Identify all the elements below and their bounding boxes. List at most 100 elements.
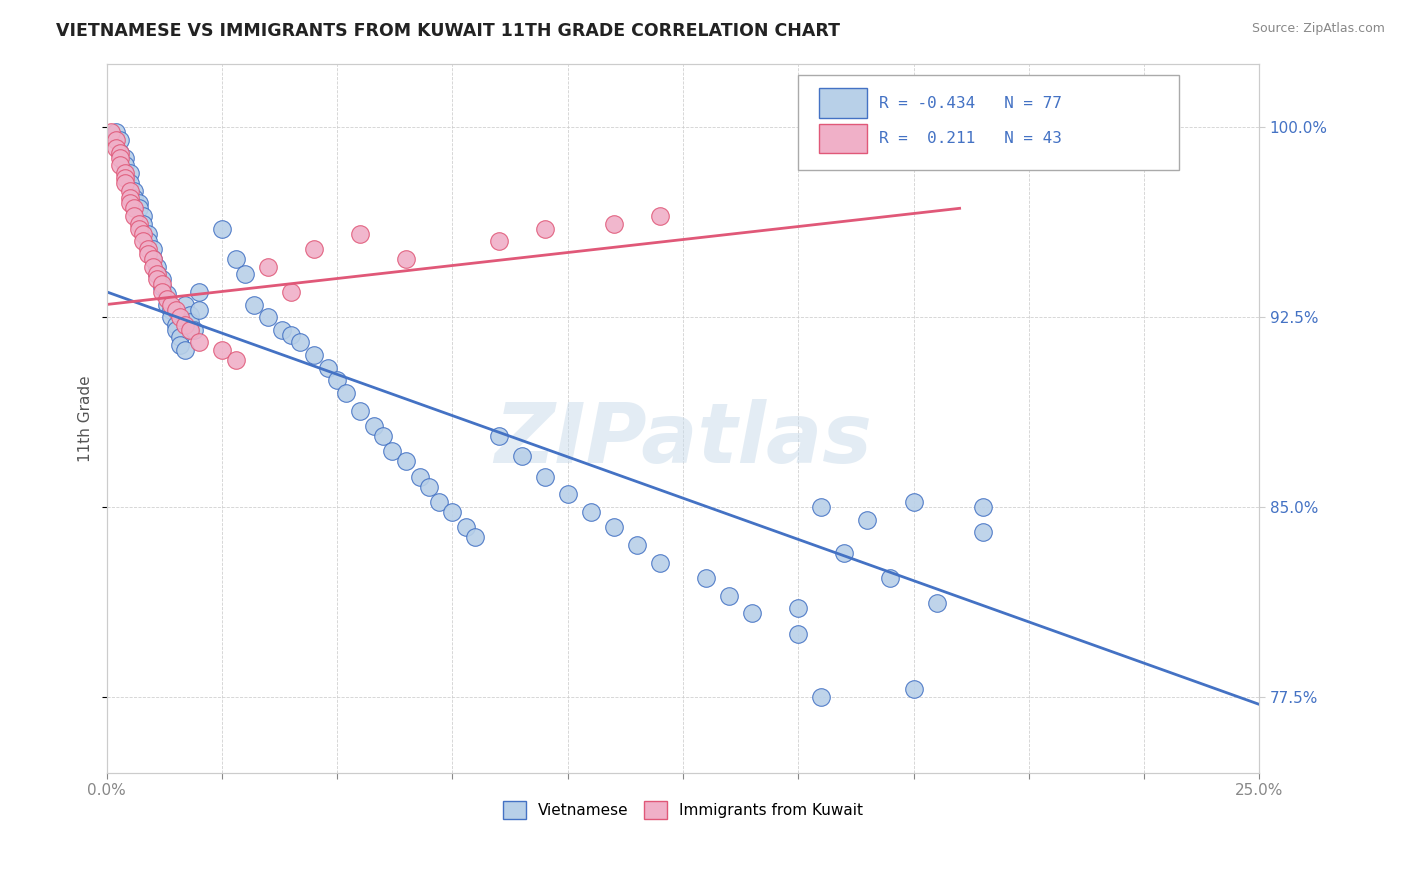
Point [270,323,292,337]
Point [349,227,371,241]
Point [603,520,626,534]
Point [381,444,404,458]
Point [179,308,201,322]
Point [879,571,901,585]
Point [488,234,510,248]
Point [626,538,648,552]
Point [695,571,717,585]
Point [142,242,165,256]
Point [557,487,579,501]
Point [280,327,302,342]
FancyBboxPatch shape [818,124,868,153]
Point [118,191,141,205]
Point [810,690,832,704]
Point [179,323,201,337]
Point [110,151,132,165]
Point [488,429,510,443]
Point [155,293,177,307]
Point [335,386,357,401]
Point [183,323,205,337]
Point [165,302,187,317]
Point [810,500,832,514]
Text: Source: ZipAtlas.com: Source: ZipAtlas.com [1251,22,1385,36]
Legend: Vietnamese, Immigrants from Kuwait: Vietnamese, Immigrants from Kuwait [496,795,869,825]
Point [122,184,145,198]
Point [787,601,810,615]
Point [118,166,141,180]
Point [510,450,533,464]
Point [925,596,948,610]
Point [142,252,165,266]
FancyBboxPatch shape [818,88,868,118]
Point [142,252,165,266]
Point [146,272,169,286]
Point [174,318,197,332]
Point [418,480,440,494]
Text: VIETNAMESE VS IMMIGRANTS FROM KUWAIT 11TH GRADE CORRELATION CHART: VIETNAMESE VS IMMIGRANTS FROM KUWAIT 11T… [56,22,841,40]
Point [142,260,165,274]
Point [533,221,555,235]
Point [456,520,478,534]
Point [257,310,280,325]
Point [174,343,197,357]
Point [114,176,136,190]
Point [316,360,339,375]
Point [290,335,312,350]
Point [280,285,302,299]
Point [302,348,325,362]
Point [136,227,159,241]
Point [787,626,810,640]
Point [118,176,141,190]
Point [169,338,191,352]
Point [122,202,145,216]
Point [128,221,150,235]
Point [579,505,602,519]
Point [211,343,233,357]
Point [146,260,169,274]
Point [395,454,418,468]
Y-axis label: 11th Grade: 11th Grade [79,376,93,462]
Point [302,242,325,256]
Point [132,209,155,223]
Point [114,166,136,180]
Point [110,158,132,172]
Point [179,315,201,329]
Point [187,302,209,317]
Point [110,133,132,147]
Point [211,221,233,235]
Point [648,209,671,223]
Point [533,469,555,483]
Point [160,302,183,317]
Point [409,469,432,483]
Point [160,310,183,325]
Point [104,133,127,147]
Point [118,196,141,211]
Point [363,419,385,434]
Point [128,196,150,211]
Point [603,217,626,231]
Point [122,191,145,205]
Point [225,353,247,368]
Point [114,158,136,172]
Point [136,234,159,248]
Point [427,495,450,509]
Point [169,310,191,325]
Point [100,125,122,139]
Point [326,373,349,387]
Point [114,151,136,165]
Point [972,500,994,514]
Point [128,217,150,231]
Point [114,171,136,186]
Point [155,287,177,301]
Point [150,280,173,294]
Point [257,260,280,274]
Point [225,252,247,266]
Point [150,285,173,299]
Point [128,202,150,216]
Point [146,267,169,281]
Point [718,589,741,603]
Point [169,330,191,344]
Point [160,297,183,311]
Point [972,525,994,540]
Point [856,513,879,527]
